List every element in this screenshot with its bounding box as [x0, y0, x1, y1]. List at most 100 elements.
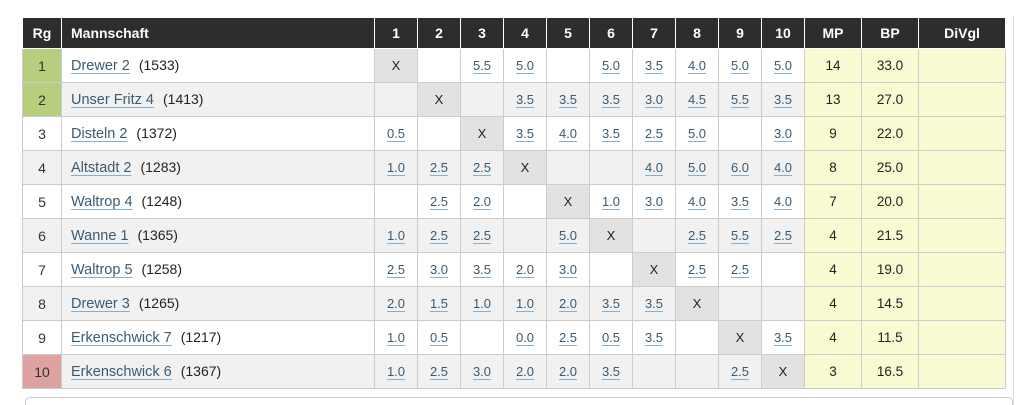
result-link[interactable]: 2.5 — [386, 262, 406, 277]
result-link[interactable]: 3.5 — [773, 330, 793, 345]
result-link[interactable]: 2.5 — [429, 194, 449, 209]
result-cell-empty — [546, 150, 590, 185]
result-link[interactable]: 4.0 — [644, 160, 664, 175]
result-link[interactable]: 2.5 — [687, 228, 707, 243]
result-link[interactable]: 2.0 — [386, 296, 406, 311]
result-link[interactable]: 3.0 — [644, 92, 664, 107]
result-cell: 3.5 — [589, 82, 633, 117]
diagonal-cell: X — [417, 82, 461, 117]
result-cell: 0.5 — [417, 320, 461, 355]
team-link[interactable]: Disteln 2 — [71, 126, 128, 142]
team-link[interactable]: Unser Fritz 4 — [71, 92, 154, 108]
result-link[interactable]: 2.0 — [558, 296, 578, 311]
result-cell: 5.5 — [718, 218, 762, 253]
result-link[interactable]: 3.5 — [773, 92, 793, 107]
result-link[interactable]: 5.0 — [773, 58, 793, 73]
team-rating: (1265) — [138, 295, 180, 311]
result-link[interactable]: 1.5 — [429, 296, 449, 311]
diagonal-cell: X — [761, 354, 805, 389]
result-link[interactable]: 2.5 — [730, 364, 750, 379]
result-link[interactable]: 2.5 — [472, 228, 492, 243]
result-link[interactable]: 3.5 — [644, 58, 664, 73]
result-link[interactable]: 3.5 — [558, 92, 578, 107]
result-link[interactable]: 1.0 — [386, 160, 406, 175]
team-link[interactable]: Drewer 3 — [71, 296, 130, 312]
result-link[interactable]: 2.5 — [687, 262, 707, 277]
result-link[interactable]: 5.5 — [730, 228, 750, 243]
result-link[interactable]: 2.0 — [515, 262, 535, 277]
result-link[interactable]: 1.0 — [472, 296, 492, 311]
result-link[interactable]: 3.5 — [644, 330, 664, 345]
result-link[interactable]: 4.0 — [687, 58, 707, 73]
team-link[interactable]: Waltrop 4 — [71, 194, 133, 210]
result-link[interactable]: 4.5 — [687, 92, 707, 107]
result-link[interactable]: 1.0 — [386, 330, 406, 345]
result-link[interactable]: 0.5 — [601, 330, 621, 345]
team-link[interactable]: Waltrop 5 — [71, 262, 133, 278]
result-link[interactable]: 3.5 — [644, 296, 664, 311]
team-cell: Waltrop 5 (1258) — [61, 252, 375, 287]
result-link[interactable]: 2.5 — [644, 126, 664, 141]
team-link[interactable]: Erkenschwick 7 — [71, 330, 172, 346]
result-link[interactable]: 3.0 — [429, 262, 449, 277]
result-link[interactable]: 5.0 — [687, 126, 707, 141]
result-link[interactable]: 3.5 — [601, 126, 621, 141]
result-link[interactable]: 0.0 — [515, 330, 535, 345]
result-link[interactable]: 5.0 — [515, 58, 535, 73]
result-link[interactable]: 5.5 — [472, 58, 492, 73]
result-link[interactable]: 2.5 — [429, 364, 449, 379]
result-link[interactable]: 5.5 — [730, 92, 750, 107]
result-link[interactable]: 1.0 — [515, 296, 535, 311]
result-link[interactable]: 0.5 — [429, 330, 449, 345]
board-points-cell: 11.5 — [861, 320, 919, 355]
result-link[interactable]: 5.0 — [730, 58, 750, 73]
result-link[interactable]: 4.0 — [773, 160, 793, 175]
result-link[interactable]: 5.0 — [601, 58, 621, 73]
table-row: 7 Waltrop 5 (1258) 2.5 3.0 3.5 2.0 3.0 X 2.5 2.5 4 1… — [22, 252, 1006, 287]
league-crosstable: Rg Mannschaft 1 2 3 4 5 6 7 8 9 10 MP BP DiVgl 1 Drewer… — [22, 17, 1006, 389]
result-link[interactable]: 6.0 — [730, 160, 750, 175]
result-link[interactable]: 2.5 — [429, 228, 449, 243]
result-link[interactable]: 3.0 — [644, 194, 664, 209]
result-cell: 3.5 — [460, 252, 504, 287]
result-link[interactable]: 2.0 — [472, 194, 492, 209]
result-link[interactable]: 3.5 — [515, 92, 535, 107]
team-link[interactable]: Drewer 2 — [71, 58, 130, 74]
result-link[interactable]: 2.0 — [515, 364, 535, 379]
col-header-round-10: 10 — [761, 17, 805, 49]
result-link[interactable]: 3.5 — [730, 194, 750, 209]
result-link[interactable]: 3.0 — [558, 262, 578, 277]
result-link[interactable]: 2.5 — [730, 262, 750, 277]
result-link[interactable]: 2.5 — [558, 330, 578, 345]
result-link[interactable]: 4.0 — [687, 194, 707, 209]
result-cell: 3.5 — [503, 82, 547, 117]
result-link[interactable]: 2.5 — [773, 228, 793, 243]
result-link[interactable]: 3.0 — [472, 364, 492, 379]
result-link[interactable]: 3.5 — [601, 364, 621, 379]
result-link[interactable]: 5.0 — [558, 228, 578, 243]
result-link[interactable]: 4.0 — [558, 126, 578, 141]
result-link[interactable]: 1.0 — [601, 194, 621, 209]
result-link[interactable]: 3.5 — [515, 126, 535, 141]
result-link[interactable]: 2.0 — [558, 364, 578, 379]
result-link[interactable]: 3.5 — [601, 92, 621, 107]
result-link[interactable]: 1.0 — [386, 364, 406, 379]
result-link[interactable]: 4.0 — [773, 194, 793, 209]
result-link[interactable]: 3.5 — [601, 296, 621, 311]
result-cell: 3.5 — [632, 320, 676, 355]
result-link[interactable]: 2.5 — [429, 160, 449, 175]
result-cell: 1.0 — [374, 218, 418, 253]
result-cell-empty — [417, 116, 461, 151]
team-link[interactable]: Erkenschwick 6 — [71, 364, 172, 380]
team-cell: Disteln 2 (1372) — [61, 116, 375, 151]
team-link[interactable]: Altstadt 2 — [71, 160, 132, 176]
result-link[interactable]: 3.5 — [472, 262, 492, 277]
result-link[interactable]: 0.5 — [386, 126, 406, 141]
table-row: 6 Wanne 1 (1365) 1.0 2.5 2.5 5.0 X 2.5 5.5 2.5 4 21.… — [22, 218, 1006, 253]
result-link[interactable]: 1.0 — [386, 228, 406, 243]
result-link[interactable]: 5.0 — [687, 160, 707, 175]
result-link[interactable]: 3.0 — [773, 126, 793, 141]
team-link[interactable]: Wanne 1 — [71, 228, 129, 244]
result-link[interactable]: 2.5 — [472, 160, 492, 175]
direct-comparison-cell — [918, 252, 1006, 287]
